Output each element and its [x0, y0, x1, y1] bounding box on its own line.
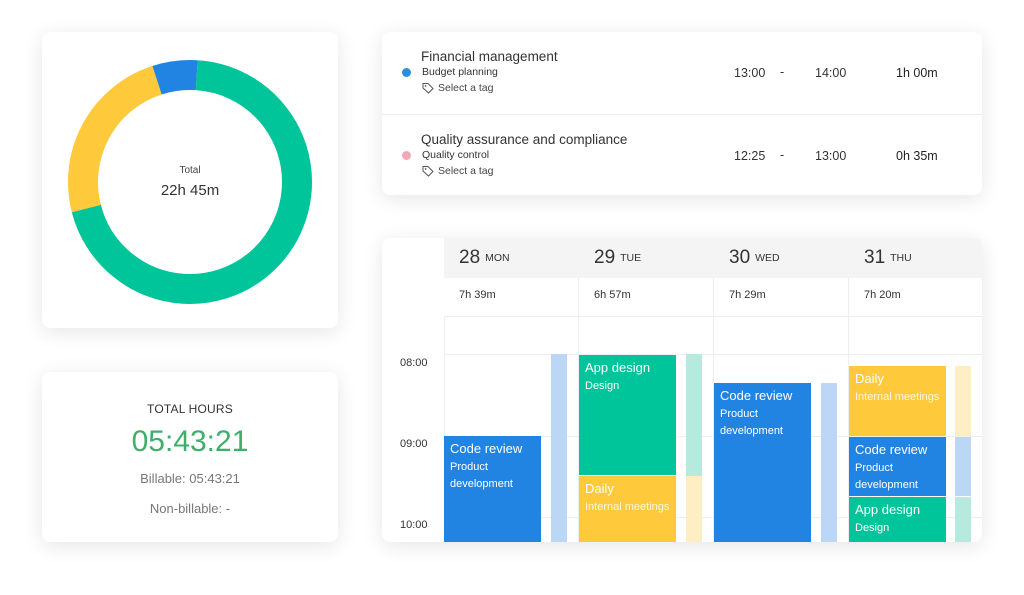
billable-hours: Billable: 05:43:21 [140, 471, 240, 486]
select-tag-button[interactable]: Select a tag [422, 82, 493, 94]
tag-icon [422, 83, 434, 94]
event-title: Daily [855, 371, 884, 386]
day-number: 28 [459, 247, 481, 268]
grid-line [848, 278, 849, 542]
total-hours-value: 05:43:21 [131, 425, 249, 458]
total-hours-title: TOTAL HOURS [147, 402, 233, 416]
calendar-day-header [444, 238, 982, 278]
event-indicator-strip[interactable] [955, 437, 971, 496]
entry-time-separator: - [780, 148, 785, 162]
select-tag-label: Select a tag [438, 82, 494, 94]
event-project: Internal meetings [585, 501, 670, 513]
time-entry[interactable]: Financial management Budget planning Sel… [382, 32, 982, 113]
donut-total-value: 22h 45m [160, 182, 220, 199]
entry-end-time[interactable]: 13:00 [815, 149, 847, 163]
entry-task-name[interactable]: Budget planning [422, 66, 498, 78]
event-project: Product development [855, 462, 918, 491]
donut-chart-card: Total 22h 45m [42, 32, 338, 328]
event-title: Code review [855, 442, 928, 457]
grid-line [578, 278, 579, 542]
entry-duration[interactable]: 1h 00m [896, 66, 938, 80]
select-tag-button[interactable]: Select a tag [422, 165, 493, 177]
total-hours-card: TOTAL HOURS 05:43:21 Billable: 05:43:21 … [42, 372, 338, 542]
grid-line [444, 316, 445, 542]
event-daily[interactable]: Daily Internal meetings [849, 366, 946, 436]
entry-time-separator: - [780, 65, 785, 79]
day-header-wed[interactable]: 30 WED [729, 238, 780, 278]
time-entry[interactable]: Quality assurance and compliance Quality… [382, 114, 982, 195]
event-title: Daily [585, 481, 614, 496]
entry-project-title[interactable]: Quality assurance and compliance [421, 132, 628, 147]
day-number: 31 [864, 247, 886, 268]
event-indicator-strip[interactable] [686, 476, 702, 542]
event-indicator-strip[interactable] [821, 383, 837, 542]
grid-line [713, 278, 714, 542]
event-code-review[interactable]: Code review Product development [714, 383, 811, 542]
event-indicator-strip[interactable] [955, 366, 971, 436]
donut-total-label: Total [179, 165, 201, 176]
entry-task-name[interactable]: Quality control [422, 149, 490, 161]
entry-duration[interactable]: 0h 35m [896, 149, 938, 163]
event-app-design[interactable]: App design Design [849, 497, 946, 542]
day-total-wed: 7h 29m [729, 289, 766, 301]
event-project: Product development [720, 408, 783, 437]
project-color-dot [402, 151, 411, 160]
event-project: Design [855, 522, 890, 534]
event-project: Design [585, 380, 620, 392]
day-name: WED [755, 252, 780, 264]
event-title: Code review [450, 441, 523, 456]
day-number: 30 [729, 247, 751, 268]
event-indicator-strip[interactable] [551, 354, 567, 542]
time-entries-card: Financial management Budget planning Sel… [382, 32, 982, 195]
week-calendar-card: 28 MON 29 TUE 30 WED 31 THU 7h 39m 6h 57… [382, 238, 982, 542]
select-tag-label: Select a tag [438, 165, 494, 177]
entry-start-time[interactable]: 12:25 [734, 149, 766, 163]
event-indicator-strip[interactable] [686, 354, 702, 476]
day-name: THU [890, 252, 912, 264]
donut-segment-green[interactable] [68, 60, 312, 304]
time-label-1000: 10:00 [400, 519, 428, 531]
day-header-mon[interactable]: 28 MON [459, 238, 510, 278]
event-title: Code review [720, 388, 793, 403]
project-color-dot [402, 68, 411, 77]
day-total-thu: 7h 20m [864, 289, 901, 301]
time-label-0800: 08:00 [400, 357, 428, 369]
entry-end-time[interactable]: 14:00 [815, 66, 847, 80]
day-header-thu[interactable]: 31 THU [864, 238, 912, 278]
non-billable-hours: Non-billable: - [149, 501, 231, 516]
event-daily[interactable]: Daily Internal meetings [579, 476, 676, 542]
day-name: MON [485, 252, 510, 264]
event-project: Internal meetings [855, 391, 940, 403]
event-code-review[interactable]: Code review Product development [444, 436, 541, 542]
day-total-tue: 6h 57m [594, 289, 631, 301]
event-title: App design [585, 360, 651, 375]
event-title: App design [855, 502, 921, 517]
time-label-0900: 09:00 [400, 438, 428, 450]
day-total-mon: 7h 39m [459, 289, 496, 301]
donut-chart [60, 52, 320, 312]
entry-project-title[interactable]: Financial management [421, 49, 558, 64]
event-code-review[interactable]: Code review Product development [849, 437, 946, 496]
day-header-tue[interactable]: 29 TUE [594, 238, 641, 278]
tag-icon [422, 166, 434, 177]
donut-segment-yellow[interactable] [60, 52, 320, 312]
entry-start-time[interactable]: 13:00 [734, 66, 766, 80]
event-app-design[interactable]: App design Design [579, 355, 676, 475]
day-name: TUE [620, 252, 642, 264]
day-number: 29 [594, 247, 616, 268]
event-project: Product development [450, 461, 513, 490]
event-indicator-strip[interactable] [955, 497, 971, 542]
